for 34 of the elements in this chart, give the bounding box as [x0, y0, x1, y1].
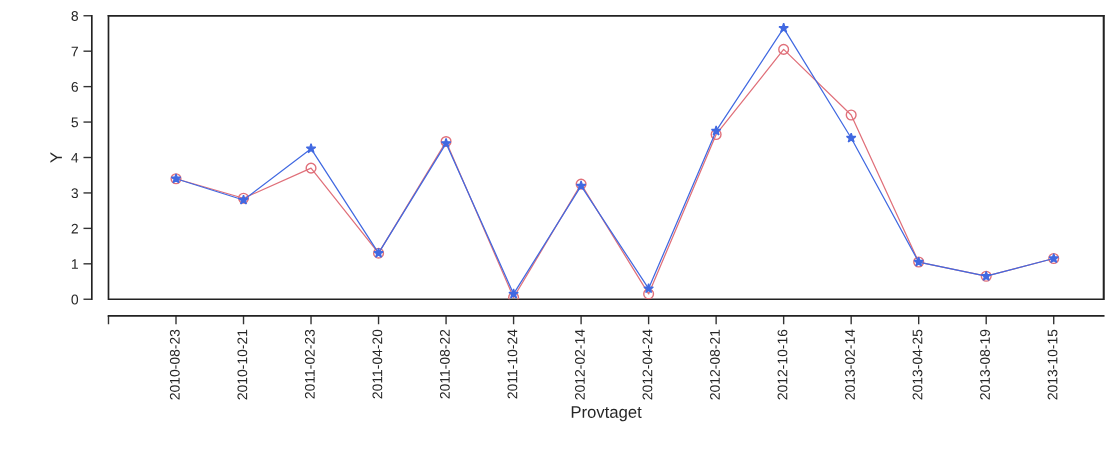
- point: [845, 109, 857, 121]
- y-tick-label: 8: [71, 11, 79, 21]
- point: [710, 125, 722, 136]
- y-tick-label: 4: [71, 152, 79, 163]
- y-axis-title: Y: [50, 152, 62, 163]
- x-axis-title: Provtaget: [571, 406, 642, 422]
- point: [643, 283, 654, 294]
- x-tick-label: 2011-04-20: [372, 329, 383, 399]
- x-tick-label: 2012-02-14: [574, 329, 585, 400]
- x-tick-label: 2010-08-23: [169, 329, 180, 400]
- x-tick-label: 2012-04-24: [642, 329, 653, 400]
- y-tick-label: 5: [71, 117, 79, 128]
- y-tick-label: 0: [71, 294, 79, 305]
- point: [305, 143, 317, 154]
- x-tick-label: 2013-10-15: [1047, 329, 1058, 400]
- x-tick-label: 2011-02-23: [304, 329, 315, 399]
- y-tick-label: 1: [71, 259, 78, 269]
- point: [845, 132, 857, 143]
- x-tick-label: 2012-10-16: [777, 329, 788, 400]
- y-tick-label: 7: [71, 46, 78, 57]
- y-tick-label: 3: [71, 188, 79, 199]
- point: [778, 43, 790, 55]
- x-tick-label: 2010-10-21: [237, 329, 248, 400]
- x-tick-label: 2011-08-22: [439, 329, 450, 399]
- x-tick-label: 2013-02-14: [845, 329, 855, 400]
- point: [643, 288, 655, 300]
- y-tick-label: 6: [71, 81, 79, 92]
- x-tick-label: 2013-04-25: [912, 329, 923, 400]
- point: [305, 162, 317, 174]
- point: [778, 22, 789, 33]
- y-tick-label: 2: [71, 223, 78, 234]
- x-tick-label: 2013-08-19: [980, 329, 990, 400]
- x-tick-label: 2012-08-21: [710, 329, 720, 400]
- x-tick-label: 2011-10-24: [507, 329, 518, 399]
